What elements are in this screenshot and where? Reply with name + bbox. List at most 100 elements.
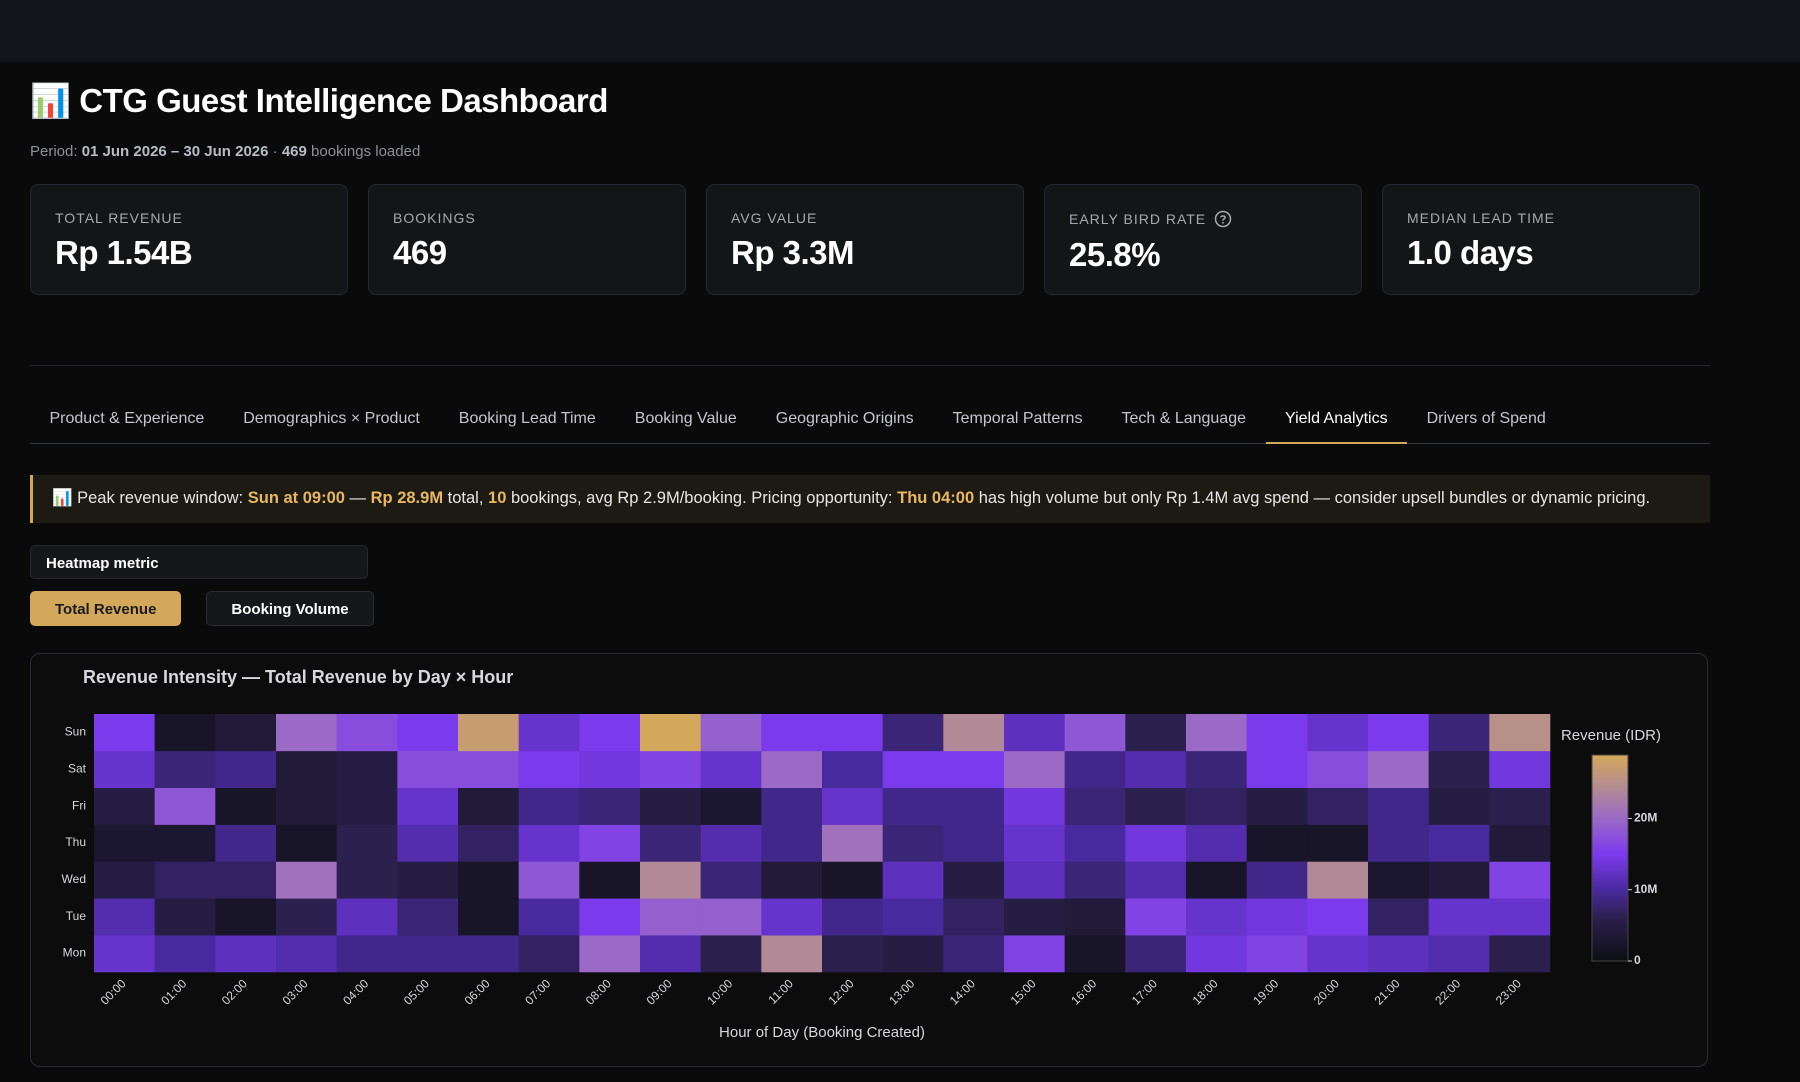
heatmap-cell	[943, 714, 1005, 752]
heatmap-cell	[276, 824, 337, 862]
heatmap-cell	[1246, 861, 1308, 899]
heatmap-cell	[458, 714, 519, 752]
heatmap-cell	[458, 898, 519, 936]
heatmap-cell	[276, 787, 337, 825]
tab[interactable]: Demographics × Product	[243, 410, 420, 427]
chart-title: Revenue Intensity — Total Revenue by Day…	[83, 667, 513, 687]
tab[interactable]: Temporal Patterns	[952, 410, 1083, 427]
subtitle-part: Period:	[30, 143, 82, 160]
heatmap-cell	[397, 861, 459, 899]
insight-part: has high volume but only Rp 1.4M avg spe…	[974, 489, 1651, 507]
heatmap-cell	[1307, 824, 1369, 862]
heatmap-cell	[700, 714, 762, 752]
heatmap-cell	[154, 714, 216, 752]
x-tick-label: 08:00	[583, 976, 614, 1007]
heatmap-cell	[518, 750, 580, 789]
heatmap-cell	[761, 714, 823, 752]
kpi-label-row: MEDIAN LEAD TIME	[1407, 210, 1675, 226]
heatmap-cell	[1246, 824, 1308, 862]
tab[interactable]: Product & Experience	[49, 410, 205, 427]
heatmap-cell	[276, 898, 337, 936]
heatmap-cell	[518, 787, 580, 825]
heatmap-cell	[822, 750, 883, 789]
heatmap-cell	[518, 824, 580, 862]
x-tick-label: 06:00	[462, 976, 493, 1007]
insight-part: Thu 04:00	[897, 489, 975, 507]
heatmap-cell	[94, 898, 155, 936]
tab[interactable]: Geographic Origins	[775, 410, 914, 427]
heatmap-cell	[1307, 861, 1369, 899]
info-circle	[1214, 210, 1232, 228]
info-glyph	[1220, 215, 1227, 221]
heatmap-cell	[1307, 787, 1369, 825]
top-bar	[0, 0, 1800, 62]
x-tick-label: 07:00	[522, 976, 553, 1007]
tab[interactable]: Booking Lead Time	[458, 410, 596, 427]
x-tick-label: 10:00	[704, 976, 735, 1007]
heatmap-cell	[1428, 750, 1490, 789]
heatmap-cell	[822, 898, 883, 936]
heatmap-cell	[882, 861, 944, 899]
insight-banner: 📊 Peak revenue window: Sun at 09:00 — Rp…	[30, 475, 1710, 523]
heatmap-cell	[1186, 935, 1247, 973]
subtitle-part: 01 Jun 2026 – 30 Jun 2026	[81, 143, 269, 160]
heatmap-cell	[1064, 714, 1126, 752]
heatmap-cell	[458, 935, 519, 973]
kpi-label: MEDIAN LEAD TIME	[1407, 210, 1555, 226]
tab[interactable]: Booking Value	[634, 410, 737, 427]
heatmap-cell	[1186, 787, 1247, 825]
heatmap-cell	[1186, 824, 1247, 862]
page-title: 📊 CTG Guest Intelligence Dashboard	[30, 82, 608, 119]
heatmap-chart: Revenue Intensity — Total Revenue by Day…	[62, 667, 1661, 1041]
heatmap-cell	[1428, 898, 1490, 936]
heatmap-cell	[1246, 898, 1308, 936]
heatmap-cell	[1004, 787, 1065, 825]
heatmap-cell	[700, 750, 762, 789]
heatmap-cell	[761, 824, 823, 862]
heatmap-cell	[215, 861, 277, 899]
x-tick-label: 13:00	[886, 976, 917, 1007]
heatmap-cell	[215, 787, 277, 825]
heatmap-cell	[822, 787, 883, 825]
tab[interactable]: Yield Analytics	[1265, 400, 1408, 444]
heatmap-cell	[579, 824, 641, 862]
tab[interactable]: Tech & Language	[1121, 410, 1246, 427]
heatmap-cell	[94, 824, 155, 862]
heatmap-cell	[822, 861, 883, 899]
kpi-label: AVG VALUE	[731, 210, 818, 226]
kpi-card: MEDIAN LEAD TIME 1.0 days	[1382, 184, 1700, 295]
heatmap-cell	[761, 750, 823, 789]
x-tick-label: 00:00	[98, 976, 129, 1007]
heatmap-cell	[1368, 750, 1429, 789]
heatmap-cell	[1307, 714, 1369, 752]
info-dot	[1222, 221, 1225, 224]
heatmap-cell	[943, 787, 1005, 825]
heatmap-cell	[700, 861, 762, 899]
heatmap-cell	[336, 824, 398, 862]
heatmap-cell	[1004, 714, 1065, 752]
heatmap-cell	[1246, 714, 1308, 752]
heatmap-cell	[640, 824, 701, 862]
heatmap-cell	[336, 935, 398, 973]
insight-part: 10	[488, 489, 507, 507]
heatmap-cell	[579, 935, 641, 973]
metric-buttons: Total Revenue Booking Volume	[30, 591, 374, 626]
tab[interactable]: Drivers of Spend	[1426, 410, 1546, 427]
metric-button[interactable]: Booking Volume	[206, 591, 374, 626]
x-tick-label: 05:00	[401, 976, 432, 1007]
heatmap-cell	[397, 935, 459, 973]
heatmap-cell	[579, 861, 641, 899]
heatmap-cell	[1064, 824, 1126, 862]
x-tick-label: 23:00	[1493, 976, 1524, 1007]
info-icon[interactable]	[1214, 210, 1232, 228]
kpi-label-row: EARLY BIRD RATE	[1069, 210, 1337, 228]
x-tick-label: 20:00	[1311, 976, 1342, 1007]
heatmap-cell	[1064, 787, 1126, 825]
heatmap-cell	[640, 750, 701, 789]
metric-button[interactable]: Total Revenue	[30, 591, 182, 626]
heatmap-cell	[1428, 714, 1490, 752]
x-tick-label: 16:00	[1068, 976, 1099, 1007]
heatmap-cell	[579, 898, 641, 936]
kpi-label-row: AVG VALUE	[731, 210, 999, 226]
heatmap-cell	[276, 750, 337, 789]
